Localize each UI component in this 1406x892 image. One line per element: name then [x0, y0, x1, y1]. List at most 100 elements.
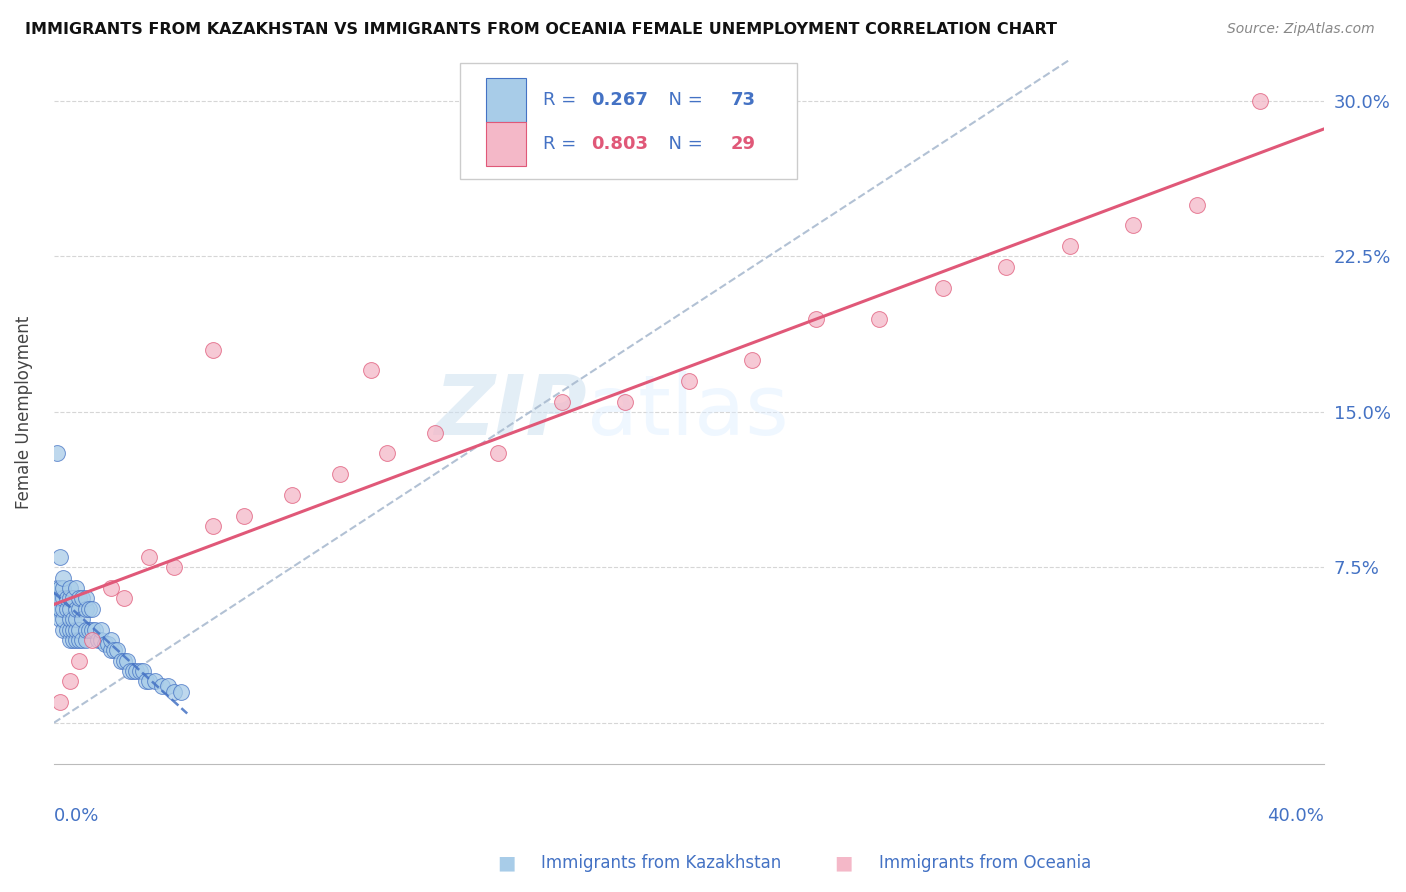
Text: R =: R =	[543, 91, 582, 109]
Point	[80, 632, 103, 647]
Point	[201, 519, 224, 533]
Point	[59, 623, 82, 637]
FancyBboxPatch shape	[485, 78, 526, 121]
Point	[103, 643, 125, 657]
Point	[55, 623, 77, 637]
Point	[486, 446, 509, 460]
Point	[932, 280, 955, 294]
Point	[67, 654, 90, 668]
Point	[72, 612, 94, 626]
Text: N =: N =	[657, 136, 709, 153]
Point	[67, 623, 90, 637]
Text: 0.267: 0.267	[591, 91, 648, 109]
Point	[163, 560, 186, 574]
Point	[360, 363, 382, 377]
FancyBboxPatch shape	[460, 63, 797, 179]
Point	[59, 612, 82, 626]
Point	[100, 632, 122, 647]
Point	[375, 446, 398, 460]
Point	[329, 467, 352, 482]
Point	[138, 674, 160, 689]
Point	[614, 394, 637, 409]
Point	[59, 581, 82, 595]
Point	[105, 643, 128, 657]
Point	[93, 637, 115, 651]
Point	[46, 602, 69, 616]
Point	[118, 664, 141, 678]
Point	[67, 632, 90, 647]
Point	[995, 260, 1018, 274]
Point	[125, 664, 148, 678]
Point	[423, 425, 446, 440]
Point	[115, 654, 138, 668]
Point	[135, 674, 157, 689]
Text: 0.803: 0.803	[591, 136, 648, 153]
Text: 40.0%: 40.0%	[1267, 806, 1324, 824]
Point	[49, 549, 72, 564]
Point	[1185, 197, 1208, 211]
Point	[49, 581, 72, 595]
Point	[128, 664, 150, 678]
Point	[110, 654, 132, 668]
Point	[49, 612, 72, 626]
Point	[77, 602, 100, 616]
Point	[132, 664, 155, 678]
Point	[1059, 239, 1081, 253]
Point	[52, 591, 75, 606]
Point	[62, 591, 84, 606]
Text: Immigrants from Kazakhstan: Immigrants from Kazakhstan	[541, 855, 782, 872]
Point	[1122, 219, 1144, 233]
Point	[80, 602, 103, 616]
Point	[90, 632, 112, 647]
Point	[84, 623, 107, 637]
Point	[201, 343, 224, 357]
Point	[59, 674, 82, 689]
Point	[62, 623, 84, 637]
Point	[150, 679, 173, 693]
Point	[157, 679, 180, 693]
Point	[72, 632, 94, 647]
Point	[75, 602, 97, 616]
Point	[138, 549, 160, 564]
Point	[741, 353, 763, 368]
Point	[46, 591, 69, 606]
Point	[77, 623, 100, 637]
Point	[112, 591, 135, 606]
Point	[46, 581, 69, 595]
Point	[49, 695, 72, 709]
Point	[100, 581, 122, 595]
Point	[122, 664, 145, 678]
Text: ■: ■	[834, 854, 853, 872]
Point	[90, 623, 112, 637]
Point	[52, 612, 75, 626]
Point	[65, 632, 87, 647]
Point	[804, 311, 827, 326]
Text: IMMIGRANTS FROM KAZAKHSTAN VS IMMIGRANTS FROM OCEANIA FEMALE UNEMPLOYMENT CORREL: IMMIGRANTS FROM KAZAKHSTAN VS IMMIGRANTS…	[25, 22, 1057, 37]
Text: R =: R =	[543, 136, 582, 153]
Point	[163, 684, 186, 698]
Point	[65, 581, 87, 595]
Point	[72, 591, 94, 606]
Point	[59, 602, 82, 616]
Point	[52, 602, 75, 616]
Point	[62, 612, 84, 626]
Point	[145, 674, 167, 689]
Point	[87, 632, 110, 647]
Point	[49, 591, 72, 606]
Point	[65, 602, 87, 616]
Point	[75, 623, 97, 637]
Text: Immigrants from Oceania: Immigrants from Oceania	[879, 855, 1091, 872]
Text: N =: N =	[657, 91, 709, 109]
FancyBboxPatch shape	[485, 122, 526, 166]
Point	[46, 446, 69, 460]
Point	[112, 654, 135, 668]
Point	[75, 591, 97, 606]
Y-axis label: Female Unemployment: Female Unemployment	[15, 315, 32, 508]
Point	[59, 632, 82, 647]
Text: 29: 29	[731, 136, 756, 153]
Point	[80, 623, 103, 637]
Point	[67, 602, 90, 616]
Point	[678, 374, 700, 388]
Point	[59, 591, 82, 606]
Point	[75, 632, 97, 647]
